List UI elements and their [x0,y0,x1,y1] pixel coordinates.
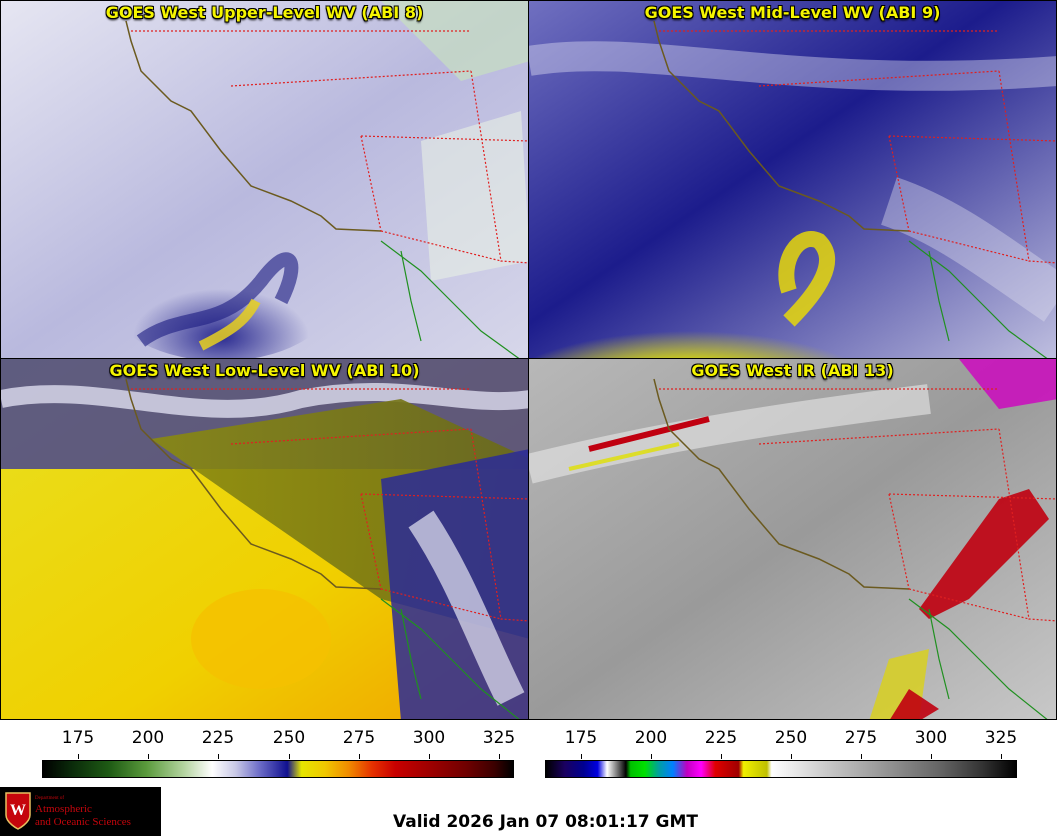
ir-tick-label: 200 [634,728,668,748]
wv-tick-label: 225 [201,728,235,748]
ir-tick-label: 225 [704,728,738,748]
ir-tick-label: 175 [564,728,598,748]
aos-logo: W Department of Atmospheric and Oceanic … [0,787,161,836]
upper-level-wv-imagery [1,1,528,358]
upper-level-wv-panel: GOES West Upper-Level WV (ABI 8) [0,0,529,359]
wv-tick-label: 200 [131,728,165,748]
mid-level-wv-panel: GOES West Mid-Level WV (ABI 9) [528,0,1057,359]
logo-line2: and Oceanic Sciences [35,816,131,828]
ir-colorbar-ticks: 175 200 225 250 275 300 325 [529,728,1057,752]
infrared-imagery [529,359,1056,719]
infrared-panel: GOES West IR (ABI 13) [528,358,1057,720]
ir-tick-label: 325 [984,728,1018,748]
ir-colorbar: 175 200 225 250 275 300 325 [529,728,1057,783]
low-level-wv-imagery [1,359,528,719]
wv-colorbar-ticks: 175 200 225 250 275 300 325 [0,728,528,752]
wv-tick-label: 275 [342,728,376,748]
uw-crest-icon: W [5,792,31,830]
wv-tick-label: 325 [482,728,516,748]
wv-tick-label: 250 [272,728,306,748]
ir-colorbar-gradient [545,760,1017,778]
valid-time: Valid 2026 Jan 07 08:01:17 GMT [393,812,699,832]
low-level-wv-panel: GOES West Low-Level WV (ABI 10) [0,358,529,720]
ir-tick-label: 300 [914,728,948,748]
wv-colorbar: 175 200 225 250 275 300 325 [0,728,528,783]
panel-title: GOES West Low-Level WV (ABI 10) [109,361,420,380]
panel-title: GOES West Mid-Level WV (ABI 9) [644,3,941,22]
crest-letter: W [10,802,26,819]
logo-line1: Atmospheric [35,803,92,815]
panel-title: GOES West Upper-Level WV (ABI 8) [105,3,424,22]
ir-tick-label: 250 [774,728,808,748]
wv-colorbar-gradient [42,760,514,778]
panel-title: GOES West IR (ABI 13) [691,361,894,380]
logo-department: Department of [35,796,65,801]
wv-tick-label: 300 [412,728,446,748]
wv-tick-label: 175 [61,728,95,748]
mid-level-wv-imagery [529,1,1056,358]
ir-tick-label: 275 [844,728,878,748]
